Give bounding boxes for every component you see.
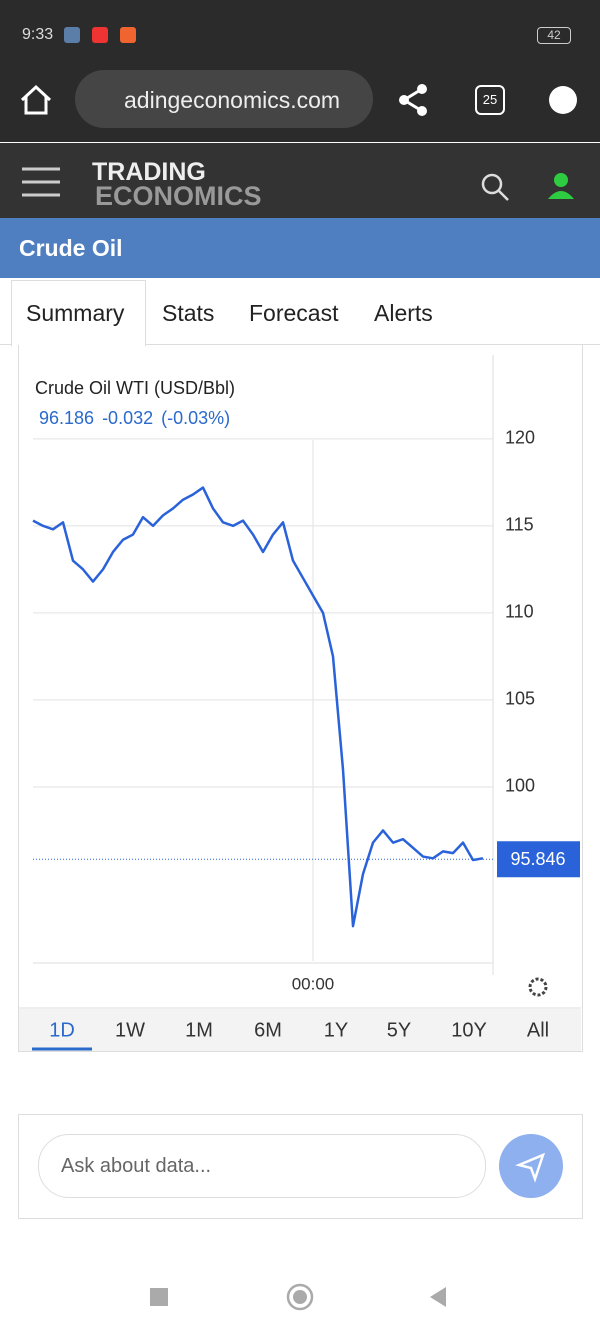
quote-change_pct: (-0.03%) <box>161 408 230 428</box>
section-bar <box>0 218 600 278</box>
share-button[interactable] <box>396 82 432 118</box>
notif-icon <box>92 27 108 43</box>
tab[interactable]: Forecast <box>249 300 339 326</box>
y-tick-label: 115 <box>505 515 534 535</box>
logo-bottom: ECONOMICS <box>95 181 262 211</box>
price-line <box>32 486 484 928</box>
menu-button[interactable] <box>549 86 577 114</box>
search[interactable] <box>480 172 510 202</box>
active-tab <box>11 280 146 346</box>
tab[interactable]: Stats <box>162 300 215 326</box>
y-tick-label: 120 <box>505 428 535 448</box>
nav-recent[interactable] <box>150 1288 168 1306</box>
nav-back[interactable] <box>428 1286 448 1308</box>
y-tick-label: 105 <box>505 689 535 709</box>
range-bar <box>19 1009 581 1051</box>
account[interactable] <box>546 171 576 201</box>
quote-price: 96.186 <box>39 408 94 428</box>
send-button[interactable] <box>499 1134 563 1198</box>
nav-home[interactable] <box>286 1283 314 1311</box>
y-tick-label: 100 <box>505 776 535 796</box>
url: adingeconomics.com <box>124 87 341 113</box>
range-button[interactable]: 6M <box>254 1019 282 1041</box>
notif-icon <box>64 27 80 43</box>
quote: 96.186 -0.032 (-0.03%) <box>39 408 230 428</box>
settings[interactable] <box>528 977 548 997</box>
ask-card <box>18 1114 583 1219</box>
notif-icon <box>120 27 136 43</box>
last-value-label: 95.846 <box>510 849 565 869</box>
quote-change: -0.032 <box>102 408 153 428</box>
range-button[interactable]: 10Y <box>451 1019 487 1041</box>
ask-placeholder: Ask about data... <box>61 1155 212 1177</box>
chart-card <box>18 345 583 1052</box>
tab[interactable]: Alerts <box>374 300 433 326</box>
logo-top: TRADING <box>92 158 206 186</box>
range-button[interactable]: 1W <box>115 1019 145 1041</box>
y-tick-label: 110 <box>505 602 534 622</box>
range-button[interactable]: 5Y <box>387 1019 411 1041</box>
range-button[interactable]: 1M <box>185 1019 213 1041</box>
ask-input[interactable] <box>38 1134 486 1198</box>
range-button[interactable]: All <box>527 1019 549 1041</box>
tabs-border <box>0 344 600 345</box>
chart-title: Crude Oil WTI (USD/Bbl) <box>35 378 235 398</box>
x-tick-label: 00:00 <box>292 974 335 993</box>
home-button[interactable] <box>18 82 54 118</box>
hamburger[interactable] <box>22 166 60 198</box>
tab[interactable]: Summary <box>26 300 125 326</box>
tab-count[interactable]: 25 <box>475 85 505 115</box>
range-button[interactable]: 1Y <box>324 1019 348 1041</box>
clock: 9:33 <box>22 26 54 43</box>
range-button[interactable]: 1D <box>49 1019 75 1041</box>
section-title: Crude Oil <box>19 235 123 261</box>
battery: 42 <box>537 27 571 44</box>
last-value-box <box>497 841 580 878</box>
chart: Crude Oil WTI (USD/Bbl) 96.186 -0.032 (-0.0… <box>19 355 581 1051</box>
url-bar[interactable] <box>75 70 373 128</box>
